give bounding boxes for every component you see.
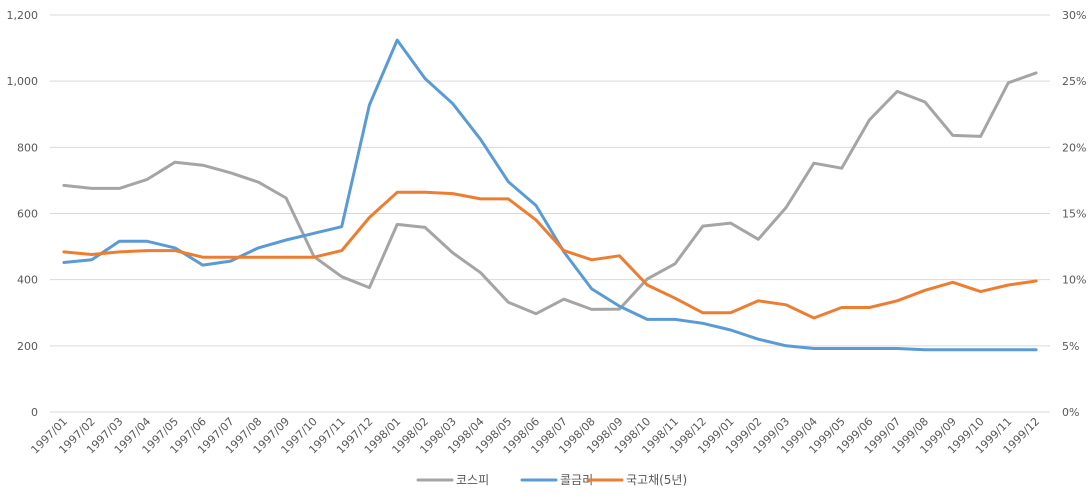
right-axis-tick-label: 15% xyxy=(1062,208,1086,221)
right-axis-tick-label: 5% xyxy=(1062,340,1079,353)
series-line-1 xyxy=(62,38,1038,352)
left-axis-tick-label: 0 xyxy=(31,406,38,419)
right-axis-tick-label: 20% xyxy=(1062,141,1086,154)
legend-label: 국고채(5년) xyxy=(626,473,687,487)
left-axis-tick-label: 200 xyxy=(17,340,38,353)
right-axis-tick-label: 30% xyxy=(1062,9,1086,22)
left-axis: 0 200 400 600 800 1,000 1,200 xyxy=(7,9,39,419)
x-axis: 1997/011997/021997/031997/041997/051997/… xyxy=(29,415,1043,457)
right-axis-tick-label: 0% xyxy=(1062,406,1079,419)
right-axis-tick-label: 25% xyxy=(1062,75,1086,88)
left-axis-tick-label: 1,200 xyxy=(7,9,39,22)
gridlines xyxy=(50,14,1050,413)
left-axis-tick-label: 1,000 xyxy=(7,75,39,88)
left-axis-tick-label: 400 xyxy=(17,274,38,287)
right-axis: 0% 5% 10% 15% 20% 25% 30% xyxy=(1062,9,1086,419)
legend-label: 콜금리 xyxy=(560,473,593,487)
legend: 코스피 콜금리 국고채(5년) xyxy=(416,473,687,487)
left-axis-tick-label: 800 xyxy=(17,141,38,154)
series-line-0 xyxy=(62,71,1038,316)
right-axis-tick-label: 10% xyxy=(1062,274,1086,287)
series-lines xyxy=(62,38,1038,352)
legend-label: 코스피 xyxy=(456,473,489,487)
series-line-2 xyxy=(62,190,1038,320)
left-axis-tick-label: 600 xyxy=(17,208,38,221)
